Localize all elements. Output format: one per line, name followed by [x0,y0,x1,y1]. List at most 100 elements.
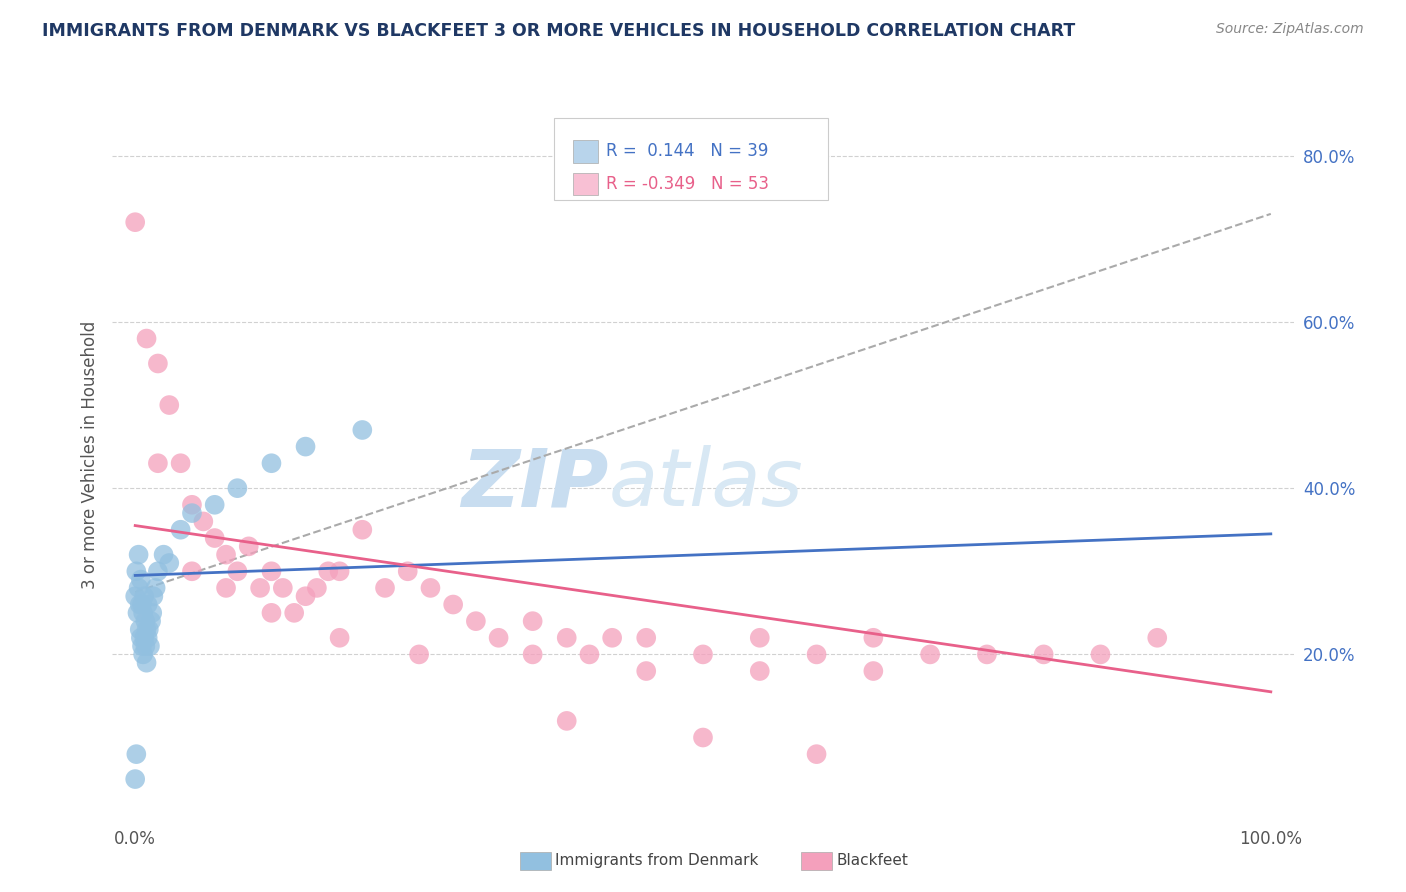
Point [204,498,226,512]
Point [193,515,215,529]
Point [636,631,658,645]
Point [419,581,441,595]
Point [134,639,156,653]
Point [748,631,770,645]
Point [131,598,153,612]
Point [316,564,339,578]
Point [238,539,260,553]
Point [636,664,658,678]
Point [294,440,316,454]
Point [128,548,150,562]
Point [129,631,152,645]
Point [215,581,238,595]
Point [142,589,165,603]
Point [329,564,352,578]
Point [806,648,828,662]
Point [692,731,714,745]
Point [204,531,226,545]
Point [135,656,157,670]
Point [522,648,544,662]
Point [862,631,884,645]
Point [976,648,998,662]
Point [138,623,160,637]
Text: ZIP: ZIP [461,445,609,524]
Point [128,581,150,595]
Point [215,548,238,562]
Point [132,606,155,620]
Point [135,623,157,637]
Text: Immigrants from Denmark: Immigrants from Denmark [555,854,759,868]
Point [374,581,396,595]
Point [145,581,167,595]
Point [1090,648,1112,662]
Point [226,481,249,495]
Text: atlas: atlas [609,445,803,524]
Point [132,648,155,662]
Point [124,772,146,786]
Point [329,631,352,645]
Text: Source: ZipAtlas.com: Source: ZipAtlas.com [1216,22,1364,37]
Point [169,523,191,537]
Point [862,664,884,678]
Point [396,564,419,578]
Point [283,606,305,620]
Point [124,589,146,603]
Point [578,648,600,662]
Point [129,573,152,587]
Text: R = -0.349   N = 53: R = -0.349 N = 53 [606,176,769,194]
Text: R =  0.144   N = 39: R = 0.144 N = 39 [606,143,769,161]
Point [226,564,249,578]
Point [305,581,328,595]
Point [169,456,191,470]
Point [555,631,578,645]
Point [181,498,204,512]
Point [152,548,174,562]
Point [157,398,180,412]
Y-axis label: 3 or more Vehicles in Household: 3 or more Vehicles in Household [80,321,98,589]
Point [692,648,714,662]
Point [600,631,623,645]
Point [748,664,770,678]
Point [134,614,156,628]
Point [271,581,294,595]
Point [134,631,156,645]
Point [1032,648,1054,662]
Point [806,747,828,761]
Text: IMMIGRANTS FROM DENMARK VS BLACKFEET 3 OR MORE VEHICLES IN HOUSEHOLD CORRELATION: IMMIGRANTS FROM DENMARK VS BLACKFEET 3 O… [42,22,1076,40]
Point [249,581,271,595]
Point [127,606,149,620]
Point [260,564,283,578]
Point [141,606,163,620]
Point [131,639,153,653]
Point [125,747,148,761]
Point [128,623,150,637]
Point [181,564,204,578]
Point [522,614,544,628]
Point [260,456,283,470]
Point [125,564,148,578]
Point [134,589,156,603]
Point [1146,631,1168,645]
Point [488,631,510,645]
Point [139,639,162,653]
Point [146,564,169,578]
Point [408,648,430,662]
Point [464,614,486,628]
Text: Blackfeet: Blackfeet [837,854,908,868]
Point [136,598,159,612]
Point [146,456,169,470]
Point [157,556,180,570]
Point [146,356,169,370]
Point [920,648,942,662]
Point [441,598,464,612]
Point [294,589,316,603]
Point [260,606,283,620]
Point [352,423,374,437]
Point [135,332,157,346]
Point [139,614,162,628]
Point [555,714,578,728]
Point [128,598,150,612]
Point [124,215,146,229]
Point [136,631,159,645]
Point [352,523,374,537]
